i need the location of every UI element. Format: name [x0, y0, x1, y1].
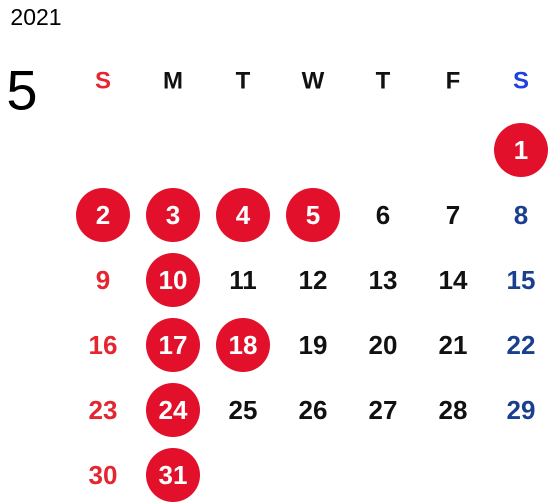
day: 30: [89, 460, 118, 490]
month: 5: [6, 59, 37, 122]
day: 29: [507, 395, 536, 425]
year: 2021: [10, 4, 61, 30]
day: 8: [514, 200, 528, 230]
holiday-marker: [286, 188, 340, 242]
weekday-header: T: [236, 68, 251, 95]
day: 12: [299, 265, 328, 295]
weekday-header: F: [446, 68, 461, 95]
day: 6: [376, 200, 390, 230]
day: 16: [89, 330, 118, 360]
day: 15: [507, 265, 536, 295]
day: 14: [439, 265, 468, 295]
day: 9: [96, 265, 110, 295]
weekday-header: T: [376, 68, 391, 95]
day: 24: [159, 395, 188, 425]
holiday-marker: [216, 318, 270, 372]
day: 19: [299, 330, 328, 360]
day: 5: [306, 200, 320, 230]
weekday-header: M: [163, 68, 183, 95]
day: 28: [439, 395, 468, 425]
holiday-marker: [146, 383, 200, 437]
day: 3: [166, 200, 180, 230]
day: 21: [439, 330, 468, 360]
day: 13: [369, 265, 398, 295]
day: 20: [369, 330, 398, 360]
holiday-marker: [494, 123, 548, 177]
day: 1: [514, 135, 528, 165]
day: 10: [159, 265, 188, 295]
holiday-marker: [146, 253, 200, 307]
day: 18: [229, 330, 258, 360]
weekday-header: S: [95, 68, 111, 95]
holiday-marker: [216, 188, 270, 242]
day: 27: [369, 395, 398, 425]
day: 31: [159, 460, 188, 490]
day: 25: [229, 395, 258, 425]
holiday-marker: [146, 448, 200, 502]
day: 23: [89, 395, 118, 425]
holiday-marker: [146, 188, 200, 242]
weekday-header: W: [302, 68, 325, 95]
day: 11: [229, 265, 257, 295]
day: 22: [507, 330, 536, 360]
day: 2: [96, 200, 110, 230]
weekday-header: S: [513, 68, 529, 95]
holiday-marker: [76, 188, 130, 242]
day: 26: [299, 395, 328, 425]
day: 4: [236, 200, 251, 230]
day: 17: [159, 330, 188, 360]
holiday-marker: [146, 318, 200, 372]
day: 7: [446, 200, 460, 230]
